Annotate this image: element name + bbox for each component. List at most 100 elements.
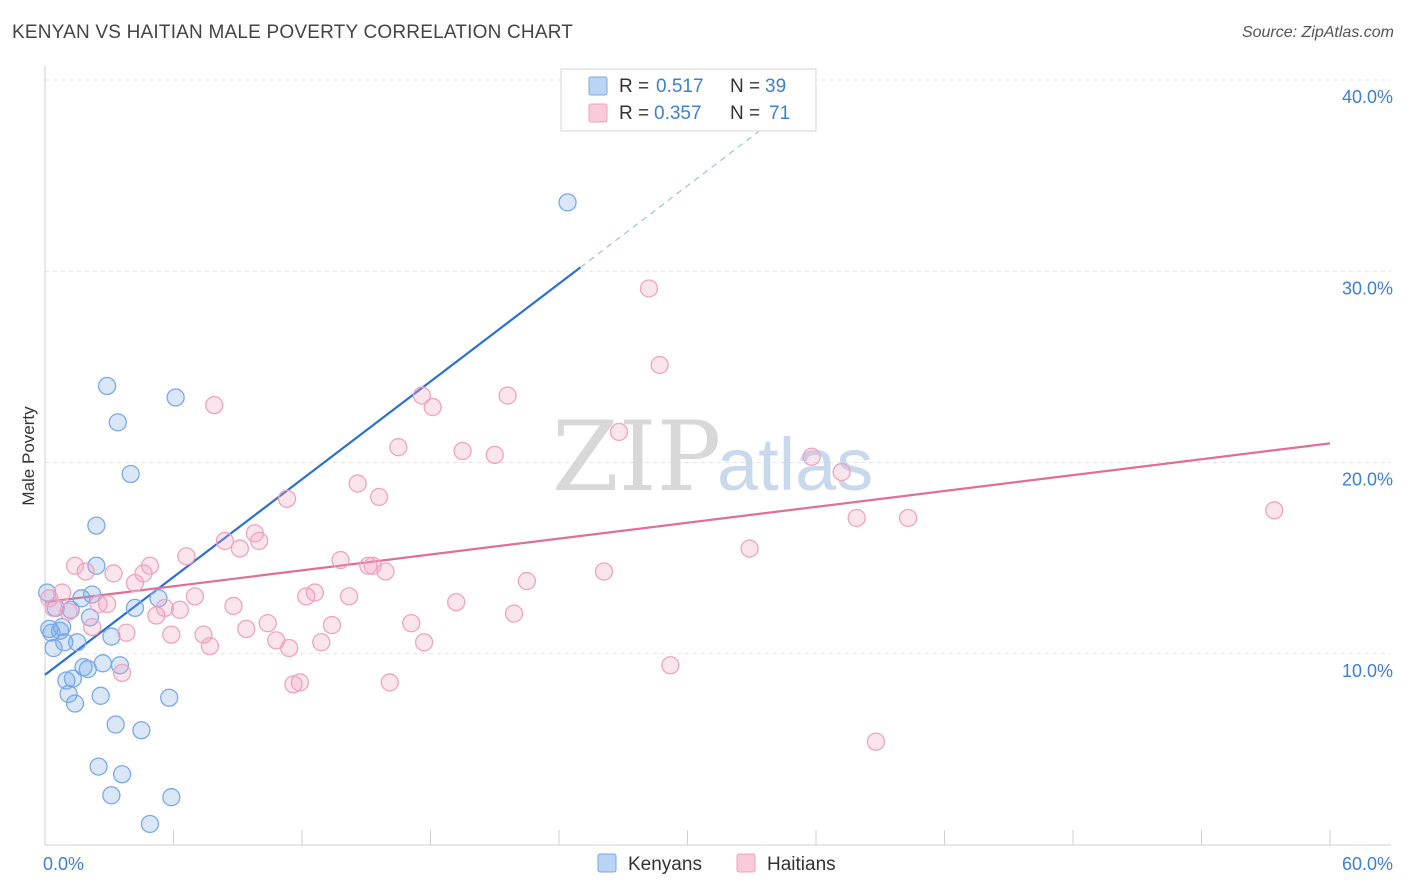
kenyan-point [65, 694, 85, 713]
haitian-point [185, 587, 205, 606]
haitian-point [609, 422, 629, 442]
haitian-point [112, 663, 132, 683]
kenyan-point [89, 757, 108, 776]
kenyan-point [132, 721, 151, 740]
haitian-point [402, 614, 421, 633]
kenyan-point [558, 193, 577, 212]
bottom-legend-swatch-kenyans[interactable] [597, 853, 617, 873]
legend-r-label-haitians: R = [619, 103, 649, 124]
haitian-point [802, 447, 821, 466]
haitian-point [661, 656, 680, 675]
haitian-point [162, 625, 181, 644]
trend-lines [44, 87, 1331, 676]
kenyan-point [87, 516, 106, 535]
haitian-point [215, 531, 235, 551]
bottom-legend-swatch-haitians[interactable] [736, 853, 756, 873]
legend-n-label-haitians: N = [730, 103, 760, 124]
kenyan-point [97, 376, 117, 396]
kenyan-point [57, 671, 76, 690]
y-tick-label: 30.0% [1342, 278, 1393, 298]
kenyan-point [87, 556, 106, 575]
bottom-legend-label-kenyans[interactable]: Kenyans [628, 854, 702, 875]
haitian-point [277, 489, 297, 508]
gridlines [45, 79, 1391, 655]
haitian-point [290, 673, 310, 692]
haitian-trend-line [44, 442, 1331, 604]
x-tick-label: 60.0% [1342, 854, 1393, 874]
haitian-point [117, 623, 136, 642]
haitian-point [177, 547, 196, 566]
haitian-point [380, 673, 399, 692]
y-tick-label: 10.0% [1342, 661, 1393, 681]
haitian-point [284, 675, 303, 694]
kenyan-point [140, 814, 160, 834]
watermark-atlas: atlas [717, 423, 873, 506]
x-axis-ticks [173, 830, 1331, 845]
haitian-point [97, 594, 117, 614]
haitian-point [517, 571, 537, 591]
haitian-point [140, 556, 160, 575]
haitian-point [414, 633, 434, 652]
haitian-point [331, 550, 350, 570]
kenyan-point [63, 669, 82, 688]
kenyan-point [121, 464, 140, 484]
haitian-point [237, 619, 256, 639]
haitian-point [297, 587, 316, 606]
haitian-point [52, 583, 72, 602]
haitian-point [104, 564, 123, 583]
haitian-point [230, 539, 250, 558]
haitian-point [363, 556, 382, 575]
kenyan-point [125, 598, 145, 617]
kenyan-point [93, 654, 112, 673]
haitian-point [485, 445, 504, 465]
bottom-legend-label-haitians[interactable]: Haitians [767, 854, 836, 875]
y-axis-label: Male Poverty [19, 406, 38, 506]
haitian-point [194, 625, 213, 644]
kenyan-point [91, 686, 110, 705]
x-tick-label: 0.0% [43, 854, 84, 874]
kenyan-trend-line [44, 266, 582, 676]
haitian-point [423, 397, 442, 417]
haitian-point [305, 583, 325, 602]
haitian-point [155, 598, 175, 617]
y-tick-label: 20.0% [1342, 470, 1393, 490]
data-points [37, 193, 1284, 834]
kenyan-point [102, 786, 121, 805]
kenyan-point [52, 617, 72, 637]
haitian-point [200, 636, 220, 656]
haitian-point [898, 508, 918, 528]
kenyan-point [44, 638, 63, 658]
legend-n-label-kenyans: N = [730, 76, 760, 97]
haitian-point [639, 279, 659, 298]
haitian-point [258, 614, 277, 633]
haitian-point [412, 386, 432, 405]
kenyan-point [67, 633, 87, 652]
y-tick-label: 40.0% [1342, 87, 1393, 107]
y-tick-labels: 10.0% 20.0% 30.0% 40.0% [1342, 87, 1393, 681]
kenyan-point [106, 715, 125, 734]
haitian-point [447, 592, 466, 612]
legend-r-label-kenyans: R = [619, 76, 649, 97]
haitian-point [82, 617, 102, 637]
haitian-point [224, 596, 243, 616]
kenyan-point [162, 788, 181, 807]
legend-swatch-haitians [588, 103, 608, 123]
x-tick-labels: 0.0% 60.0% [43, 854, 1393, 874]
legend-r-value-kenyans: 0.517 [656, 76, 704, 97]
kenyan-point [55, 633, 74, 652]
legend-box[interactable]: R = 0.517 N = 39 R = 0.357 N = 71 [560, 68, 817, 132]
chart-title: KENYAN VS HAITIAN MALE POVERTY CORRELATI… [12, 22, 574, 43]
kenyan-point [72, 589, 91, 608]
haitian-point [650, 355, 669, 375]
haitian-point [250, 531, 269, 551]
haitian-point [170, 600, 190, 619]
haitian-point [59, 602, 78, 621]
watermark: ZIP atlas [552, 401, 873, 513]
kenyan-point [108, 413, 127, 432]
legend-r-value-haitians: 0.357 [654, 103, 702, 124]
haitian-point [847, 508, 866, 528]
haitian-point [205, 395, 224, 415]
haitian-point [369, 487, 389, 507]
chart-source: Source: ZipAtlas.com [1241, 24, 1394, 41]
